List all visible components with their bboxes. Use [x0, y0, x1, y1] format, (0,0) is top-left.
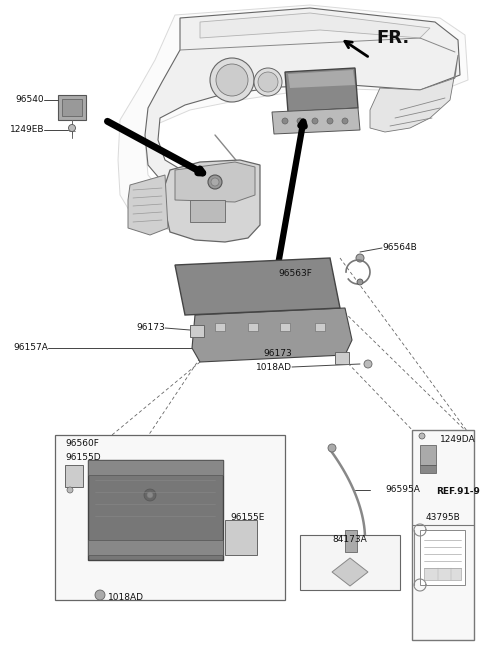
- Text: 1249EB: 1249EB: [10, 125, 44, 134]
- Bar: [55, 435, 285, 600]
- Text: 96560F: 96560F: [65, 438, 99, 447]
- Circle shape: [312, 118, 318, 124]
- Text: FR.: FR.: [376, 29, 409, 47]
- Text: 96540: 96540: [15, 96, 44, 104]
- PathPatch shape: [285, 68, 358, 112]
- PathPatch shape: [175, 162, 255, 202]
- Circle shape: [282, 118, 288, 124]
- Circle shape: [208, 175, 222, 189]
- Circle shape: [147, 492, 153, 498]
- Bar: [190, 325, 204, 337]
- Circle shape: [297, 118, 303, 124]
- Circle shape: [327, 118, 333, 124]
- PathPatch shape: [145, 8, 460, 195]
- Circle shape: [246, 526, 250, 530]
- Bar: [345, 530, 357, 552]
- Text: 43795B: 43795B: [426, 512, 460, 522]
- Bar: [315, 323, 325, 331]
- PathPatch shape: [208, 323, 342, 350]
- Circle shape: [419, 433, 425, 439]
- Circle shape: [258, 72, 278, 92]
- Bar: [420, 530, 465, 585]
- Text: 1018AD: 1018AD: [256, 363, 292, 371]
- PathPatch shape: [165, 160, 260, 242]
- Bar: [280, 323, 290, 331]
- Text: 96155E: 96155E: [230, 514, 264, 522]
- PathPatch shape: [118, 5, 468, 230]
- Text: 96155D: 96155D: [65, 453, 101, 462]
- Text: 96173: 96173: [263, 348, 292, 358]
- Bar: [58, 95, 86, 120]
- Circle shape: [238, 536, 242, 540]
- Text: 1018AD: 1018AD: [108, 592, 144, 602]
- Circle shape: [356, 254, 364, 262]
- PathPatch shape: [332, 558, 368, 586]
- Text: 96563F: 96563F: [278, 268, 312, 277]
- Circle shape: [211, 178, 219, 186]
- Bar: [88, 460, 223, 560]
- Text: 96157A: 96157A: [13, 344, 48, 352]
- Polygon shape: [288, 70, 355, 88]
- Circle shape: [216, 64, 248, 96]
- Text: 84173A: 84173A: [333, 535, 367, 544]
- Circle shape: [95, 590, 105, 600]
- Circle shape: [246, 536, 250, 540]
- Text: REF.91-928: REF.91-928: [436, 487, 480, 497]
- Bar: [215, 323, 225, 331]
- Bar: [248, 323, 258, 331]
- Bar: [420, 445, 436, 465]
- Bar: [424, 568, 461, 580]
- PathPatch shape: [128, 175, 168, 235]
- Text: 96564B: 96564B: [382, 243, 417, 253]
- PathPatch shape: [200, 13, 430, 38]
- PathPatch shape: [370, 55, 458, 132]
- Circle shape: [210, 58, 254, 102]
- Text: 96173: 96173: [136, 323, 165, 333]
- Circle shape: [230, 526, 234, 530]
- Circle shape: [348, 552, 354, 558]
- PathPatch shape: [175, 258, 340, 315]
- Circle shape: [342, 118, 348, 124]
- Bar: [420, 465, 436, 473]
- Bar: [300, 535, 400, 590]
- Bar: [225, 520, 257, 555]
- Bar: [190, 200, 225, 222]
- Circle shape: [254, 68, 282, 96]
- Bar: [335, 352, 349, 364]
- Circle shape: [230, 536, 234, 540]
- Circle shape: [69, 125, 75, 131]
- Bar: [412, 430, 474, 640]
- Bar: [88, 460, 223, 475]
- Circle shape: [357, 279, 363, 285]
- PathPatch shape: [192, 308, 352, 362]
- Circle shape: [67, 487, 73, 493]
- Bar: [88, 540, 223, 555]
- Circle shape: [364, 360, 372, 368]
- Circle shape: [144, 489, 156, 501]
- Text: 1249DA: 1249DA: [440, 436, 476, 445]
- Text: 96595A: 96595A: [385, 485, 420, 495]
- PathPatch shape: [272, 108, 360, 134]
- Circle shape: [328, 444, 336, 452]
- Bar: [65, 465, 83, 487]
- Circle shape: [238, 526, 242, 530]
- Bar: [62, 99, 82, 116]
